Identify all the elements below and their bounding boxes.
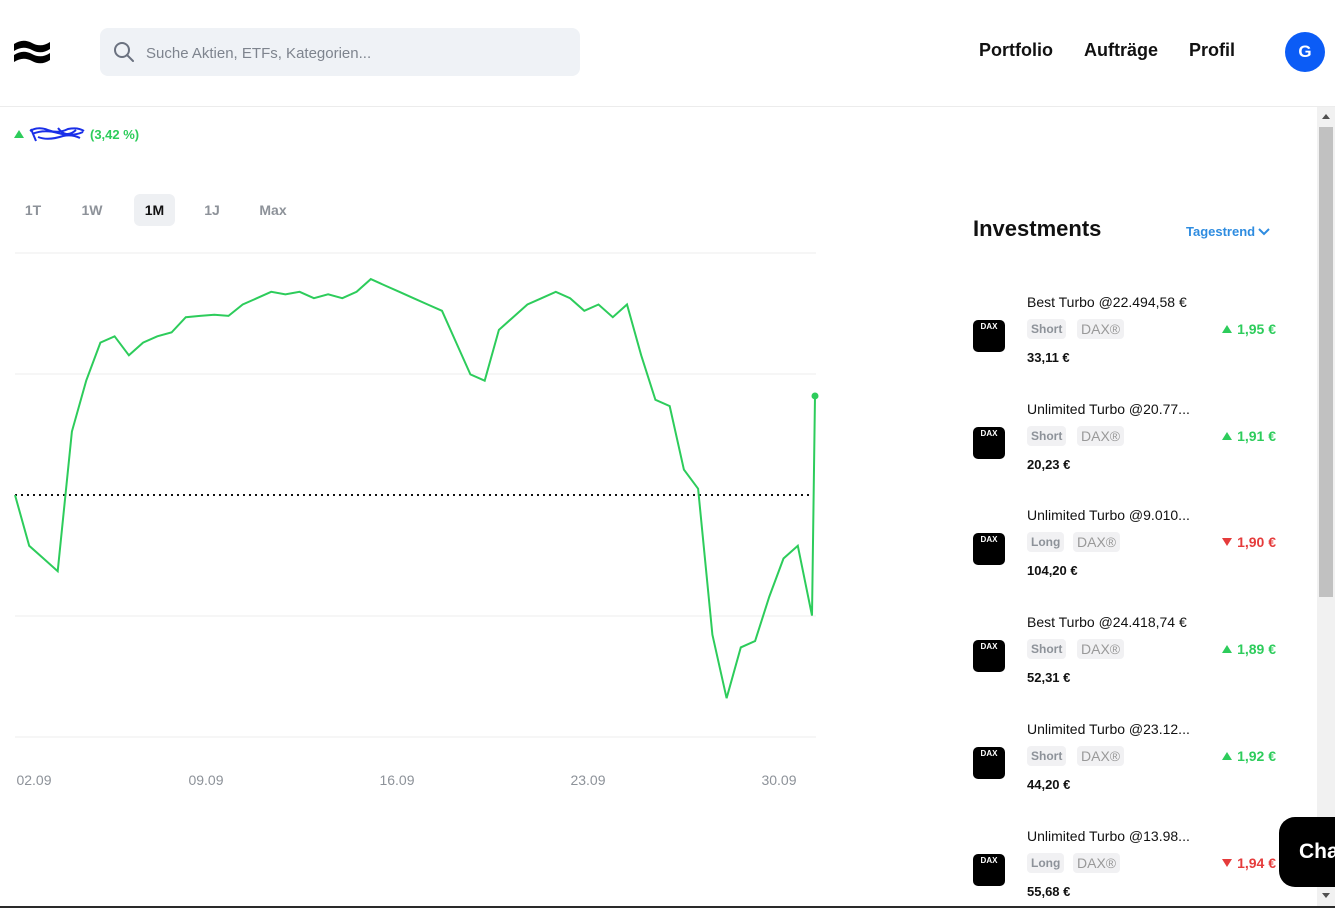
investment-value: 44,20 €	[1027, 777, 1071, 792]
range-1j[interactable]: 1J	[204, 202, 220, 218]
trend-label: Tagestrend	[1186, 224, 1256, 239]
position-type-badge: Long	[1027, 853, 1065, 873]
x-tick-label: 09.09	[188, 772, 223, 788]
chart-x-ticks: 02.09 09.09 16.09 23.09 30.09	[16, 772, 796, 788]
position-type-badge: Short	[1027, 426, 1067, 446]
investment-item[interactable]: DAX Unlimited Turbo @9.010... Long DAX® 104,…	[973, 507, 1283, 597]
position-type-badge: Short	[1027, 746, 1067, 766]
trend-dropdown[interactable]: Tagestrend	[1186, 224, 1270, 239]
investment-value: 20,23 €	[1027, 457, 1071, 472]
underlying-badge: DAX®	[1073, 532, 1121, 552]
daily-change: 1,91 €	[1222, 428, 1276, 444]
search-bar[interactable]	[100, 28, 580, 78]
investment-name: Best Turbo @22.494,58 €	[1027, 294, 1187, 310]
daily-change-value: 1,90 €	[1237, 534, 1276, 550]
daily-change-value: 1,91 €	[1237, 428, 1276, 444]
trend-up-icon	[1222, 645, 1233, 653]
underlying-badge: DAX®	[1077, 319, 1125, 339]
daily-change-value: 1,92 €	[1237, 748, 1276, 764]
daily-change: 1,89 €	[1222, 641, 1276, 657]
scroll-up-arrow-icon[interactable]	[1322, 114, 1330, 119]
chevron-down-icon	[1258, 227, 1270, 235]
investment-value: 104,20 €	[1027, 563, 1078, 578]
daily-change: 1,95 €	[1222, 321, 1276, 337]
scrollbar-thumb[interactable]	[1319, 127, 1333, 597]
investment-item[interactable]: DAX Best Turbo @22.494,58 € Short DAX® 33,11…	[973, 294, 1283, 384]
trend-up-icon	[1222, 752, 1233, 760]
daily-change-value: 1,94 €	[1237, 855, 1276, 871]
nav-auftraege[interactable]: Aufträge	[1084, 40, 1159, 60]
top-header: Portfolio Aufträge Profil G	[0, 0, 1335, 107]
underlying-badge: DAX®	[1077, 639, 1125, 659]
trend-up-icon	[14, 130, 24, 138]
investment-value: 55,68 €	[1027, 884, 1071, 899]
investments-title: Investments	[973, 216, 1102, 241]
chat-button[interactable]: Cha	[1279, 817, 1335, 887]
daily-change: 1,94 €	[1222, 855, 1276, 871]
search-input[interactable]	[144, 28, 568, 78]
investment-value: 52,31 €	[1027, 670, 1071, 685]
range-1m[interactable]: 1M	[134, 194, 175, 226]
avatar[interactable]: G	[1285, 32, 1325, 72]
investment-item[interactable]: DAX Unlimited Turbo @13.98... Long DAX® 55,6…	[973, 828, 1283, 918]
dax-icon: DAX	[973, 427, 1005, 459]
daily-change: 1,90 €	[1222, 534, 1276, 550]
trend-up-icon	[1222, 432, 1233, 440]
scrollbar[interactable]	[1317, 107, 1335, 908]
performance-chart[interactable]: 02.09 09.09 16.09 23.09 30.09	[0, 240, 830, 800]
trend-up-icon	[1222, 325, 1233, 333]
x-tick-label: 23.09	[570, 772, 605, 788]
investment-item[interactable]: DAX Unlimited Turbo @20.77... Short DAX® 20,…	[973, 401, 1283, 491]
investment-name: Unlimited Turbo @23.12...	[1027, 721, 1190, 737]
dax-icon: DAX	[973, 640, 1005, 672]
app-logo[interactable]	[14, 38, 50, 68]
nav-portfolio[interactable]: Portfolio	[979, 40, 1053, 60]
daily-change: 1,92 €	[1222, 748, 1276, 764]
x-tick-label: 02.09	[16, 772, 51, 788]
nav-profil[interactable]: Profil	[1189, 40, 1236, 60]
position-type-badge: Short	[1027, 639, 1067, 659]
investment-name: Unlimited Turbo @20.77...	[1027, 401, 1190, 417]
scroll-down-arrow-icon[interactable]	[1322, 893, 1330, 898]
range-max[interactable]: Max	[259, 202, 287, 218]
chart-gridlines	[15, 252, 816, 738]
trend-down-icon	[1222, 538, 1233, 546]
chart-series-line	[14, 277, 816, 699]
position-type-badge: Long	[1027, 532, 1065, 552]
range-1t[interactable]: 1T	[24, 202, 42, 218]
underlying-badge: DAX®	[1077, 426, 1125, 446]
daily-change-value: 1,95 €	[1237, 321, 1276, 337]
x-tick-label: 30.09	[761, 772, 796, 788]
position-type-badge: Short	[1027, 319, 1067, 339]
investment-name: Unlimited Turbo @13.98...	[1027, 828, 1190, 844]
daily-change-value: 1,89 €	[1237, 641, 1276, 657]
investment-item[interactable]: DAX Best Turbo @24.418,74 € Short DAX® 52,31…	[973, 614, 1283, 704]
dax-icon: DAX	[973, 747, 1005, 779]
dax-icon: DAX	[973, 533, 1005, 565]
performance-summary: (3,42 %)	[14, 125, 139, 143]
investment-value: 33,11 €	[1027, 350, 1070, 365]
underlying-badge: DAX®	[1073, 853, 1121, 873]
underlying-badge: DAX®	[1077, 746, 1125, 766]
trend-down-icon	[1222, 859, 1233, 867]
investment-name: Unlimited Turbo @9.010...	[1027, 507, 1190, 523]
chart-last-point	[811, 392, 819, 400]
investment-name: Best Turbo @24.418,74 €	[1027, 614, 1187, 630]
search-icon	[114, 42, 134, 62]
dax-icon: DAX	[973, 854, 1005, 886]
range-1w[interactable]: 1W	[81, 202, 103, 218]
investment-item[interactable]: DAX Unlimited Turbo @23.12... Short DAX® 44,…	[973, 721, 1283, 811]
dax-icon: DAX	[973, 320, 1005, 352]
performance-percent: (3,42 %)	[90, 126, 140, 142]
redacted-scribble	[29, 127, 85, 142]
x-tick-label: 16.09	[379, 772, 414, 788]
bottom-divider	[0, 906, 1335, 908]
